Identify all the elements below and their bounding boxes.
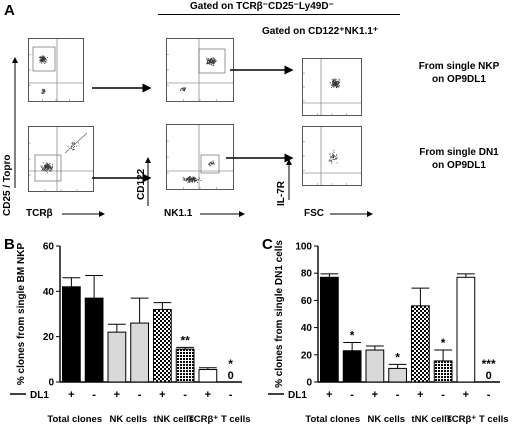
chart-b-dl1-sign-0: + bbox=[68, 389, 74, 401]
chart-c-ytick-label: 60 bbox=[301, 296, 313, 307]
chart-b-dl1-sign-6: + bbox=[205, 389, 211, 401]
axis-label-cd122: CD122 bbox=[136, 168, 147, 200]
chart-b-bar-5 bbox=[175, 348, 195, 383]
flow-plot-dn1-fsc-il7r bbox=[302, 126, 362, 186]
flow-plot-nkp-nk11-cd122 bbox=[166, 38, 234, 102]
flow-plot-dn1-tcrb-cd25 bbox=[28, 126, 94, 192]
chart-b-bar-1 bbox=[84, 297, 104, 383]
chart-c-dl1-sign-7: - bbox=[487, 389, 491, 401]
flow-plot-nkp-tcrb-cd25 bbox=[28, 38, 84, 102]
chart-b-group-label-1: NK cells bbox=[110, 414, 148, 425]
row-label-dn1-line1: From single DN1 bbox=[419, 147, 499, 158]
chart-c-significance-3: * bbox=[395, 350, 400, 364]
row-label-nkp-line1: From single NKP bbox=[418, 61, 500, 72]
chart-c-bar-3 bbox=[388, 367, 407, 383]
chart-c-dl1-sign-4: + bbox=[417, 389, 423, 401]
chart-c-dl1-sign-2: + bbox=[372, 389, 378, 401]
axis-label-nk11: NK1.1 bbox=[164, 208, 193, 219]
axis-label-tcrb: TCRβ bbox=[26, 208, 53, 219]
chart-b-bar-6 bbox=[198, 369, 218, 383]
chart-c-bar-5 bbox=[433, 360, 453, 383]
gate-title-top: Gated on TCRβ⁻CD25⁻Ly49D⁻ bbox=[190, 1, 334, 12]
chart-b-dl1-sign-7: - bbox=[229, 389, 233, 401]
gate-title-secondary: Gated on CD122⁺NK1.1⁺ bbox=[262, 26, 379, 37]
chart-b-bar-2 bbox=[107, 331, 127, 383]
chart-c-dl1-sign-6: + bbox=[463, 389, 469, 401]
chart-b-ytick-label: 0 bbox=[48, 378, 54, 389]
chart-c-significance-1: * bbox=[350, 329, 355, 343]
chart-c-group-label-2: tNK cells bbox=[411, 414, 452, 425]
chart-c-group-label-0: Total clones bbox=[305, 414, 360, 425]
row-label-dn1-line2: on OP9DL1 bbox=[432, 160, 486, 171]
chart-c-ytick-label: 100 bbox=[295, 242, 312, 253]
chart-c-ytick-label: 40 bbox=[301, 323, 313, 334]
chart-b-significance-7: * bbox=[228, 357, 233, 371]
chart-c-ylabel: % clones from single DN1 cells bbox=[274, 240, 285, 388]
chart-c-significance-7: *** bbox=[482, 357, 496, 371]
chart-b-dl1-sign-1: - bbox=[92, 389, 96, 401]
chart-b-bar-4 bbox=[153, 308, 172, 383]
axis-label-cd25-topro: CD25 / Topro bbox=[2, 154, 13, 216]
panel-a-letter: A bbox=[4, 2, 15, 19]
row-label-dn1: From single DN1 on OP9DL1 bbox=[404, 146, 514, 172]
chart-b-dl1-sign-3: - bbox=[138, 389, 142, 401]
chart-b-ytick-label: 40 bbox=[43, 287, 55, 298]
row-label-nkp-line2: on OP9DL1 bbox=[432, 74, 486, 85]
chart-c-group-label-3: TCRβ⁺ T cells bbox=[446, 414, 509, 425]
chart-c-bar-0 bbox=[320, 276, 339, 383]
chart-b-dl1-sign-5: - bbox=[183, 389, 187, 401]
chart-c-bar-6 bbox=[456, 276, 476, 383]
chart-b-ylabel: % clones from single BM NKP bbox=[16, 243, 27, 386]
chart-b-dl1-label: DL1 bbox=[30, 390, 49, 401]
panel-b-letter: B bbox=[4, 236, 15, 253]
chart-c-dl1-sign-1: - bbox=[350, 389, 354, 401]
row-label-nkp: From single NKP on OP9DL1 bbox=[404, 60, 514, 86]
chart-b-group-label-0: Total clones bbox=[47, 414, 102, 425]
chart-c-dl1-label: DL1 bbox=[288, 390, 307, 401]
bar-chart-bm-nkp: 0 20 40 60 % clones from single BM NKP + - + - + *… bbox=[10, 242, 251, 425]
chart-b-ytick-label: 60 bbox=[43, 242, 55, 253]
axis-label-fsc: FSC bbox=[304, 208, 324, 219]
chart-c-ytick-label: 20 bbox=[301, 350, 313, 361]
chart-c-bar-4 bbox=[411, 305, 430, 383]
bar-chart-dn1: 0 20 40 60 80 100 % clones from single DN1 cel… bbox=[268, 240, 509, 425]
chart-c-bar-1 bbox=[342, 350, 362, 383]
chart-c-dl1-sign-3: - bbox=[396, 389, 400, 401]
chart-c-dl1-sign-0: + bbox=[326, 389, 332, 401]
axis-label-il7r: IL-7R bbox=[276, 181, 287, 206]
flow-plot-dn1-nk11-cd122 bbox=[166, 124, 234, 190]
chart-b-zero-label: 0 bbox=[228, 370, 234, 382]
chart-c-ytick-label: 80 bbox=[301, 269, 313, 280]
chart-b-dl1-sign-2: + bbox=[114, 389, 120, 401]
flow-plot-nkp-fsc-il7r bbox=[302, 58, 362, 116]
chart-b-bar-0 bbox=[62, 286, 81, 383]
chart-c-zero-label: 0 bbox=[486, 370, 492, 382]
gating-arrows bbox=[12, 57, 373, 217]
chart-b-group-label-2: tNK cells bbox=[153, 414, 194, 425]
chart-b-ytick-label: 20 bbox=[43, 332, 55, 343]
chart-b-dl1-sign-4: + bbox=[159, 389, 165, 401]
chart-c-group-label-1: NK cells bbox=[368, 414, 406, 425]
chart-c-dl1-sign-5: - bbox=[441, 389, 445, 401]
chart-c-significance-5: * bbox=[441, 336, 446, 350]
chart-b-group-label-3: TCRβ⁺ T cells bbox=[188, 414, 251, 425]
chart-c-bar-2 bbox=[365, 349, 385, 383]
chart-c-ytick-label: 0 bbox=[306, 378, 312, 389]
chart-b-significance-5: ** bbox=[180, 333, 190, 347]
panel-c-letter: C bbox=[262, 236, 273, 253]
chart-b-bar-3 bbox=[130, 322, 149, 383]
gate-title-rule bbox=[158, 14, 400, 15]
